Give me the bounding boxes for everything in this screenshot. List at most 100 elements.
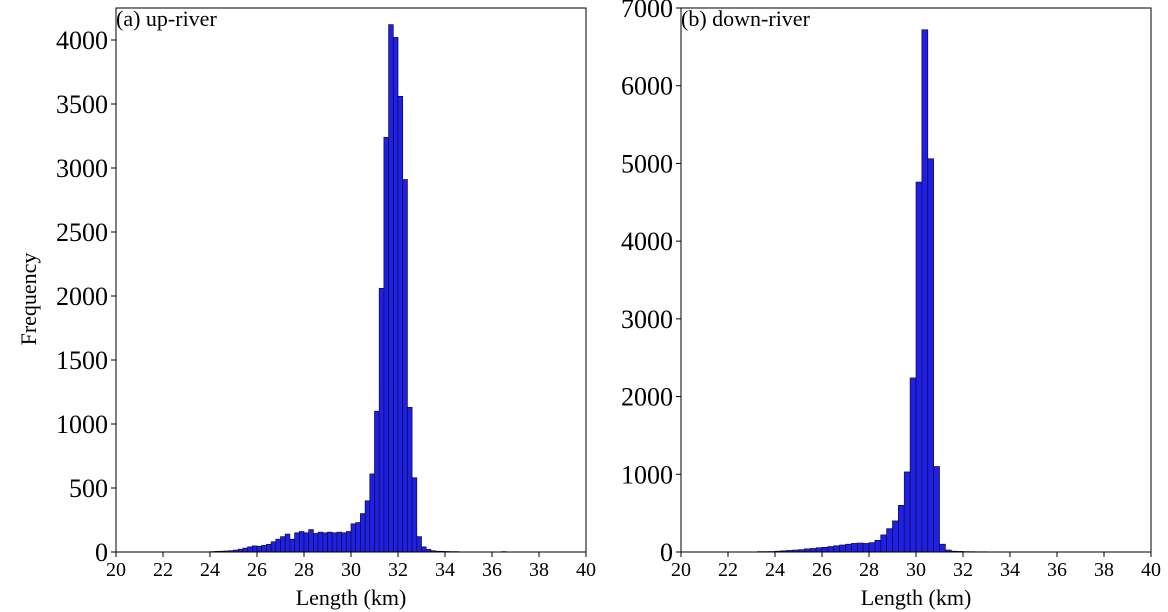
- histogram-bar: [313, 533, 319, 553]
- y-tick-label: 3000: [621, 305, 673, 334]
- x-tick-label: 40: [1141, 559, 1161, 581]
- histogram-bar: [388, 24, 394, 553]
- histogram-bar: [880, 534, 887, 553]
- histogram-bar: [355, 522, 361, 553]
- y-tick-label: 1000: [621, 460, 673, 489]
- plot-frame: [115, 7, 587, 553]
- histogram-bar: [374, 410, 380, 553]
- histogram-bar: [915, 181, 923, 553]
- x-tick-label: 30: [906, 559, 926, 581]
- plot-frame: [680, 7, 1152, 553]
- histogram-bar: [892, 520, 899, 553]
- histogram-bar: [411, 477, 418, 553]
- histogram-bar: [251, 545, 258, 553]
- y-tick-label: 6000: [621, 72, 673, 101]
- bar-group: [209, 24, 507, 553]
- histogram-bar: [416, 536, 422, 553]
- x-tick-label: 22: [153, 559, 173, 581]
- histogram-bar: [298, 531, 305, 553]
- x-tick-label: 36: [482, 559, 502, 581]
- histogram-bar: [280, 536, 286, 553]
- histogram-bar: [364, 500, 371, 553]
- x-axis-label: Length (km): [296, 585, 407, 610]
- histogram-bar: [874, 539, 882, 553]
- histogram-bar: [903, 471, 911, 553]
- x-tick-label: 22: [718, 559, 738, 581]
- y-tick-label: 1500: [56, 346, 108, 375]
- histogram-bar: [345, 531, 352, 553]
- histogram-bar: [284, 533, 291, 553]
- histogram-bar: [809, 548, 817, 553]
- histogram-bar: [921, 29, 929, 553]
- x-tick-label: 38: [1094, 559, 1114, 581]
- histogram-bar: [369, 473, 375, 553]
- histogram-bar: [851, 543, 858, 553]
- histogram-bar: [856, 542, 864, 553]
- y-tick-label: 7000: [621, 0, 673, 23]
- x-tick-label: 26: [247, 559, 267, 581]
- y-tick-label: 3500: [56, 90, 108, 119]
- histogram-bar: [833, 545, 840, 553]
- histogram-bar: [939, 543, 946, 553]
- x-tick-label: 38: [529, 559, 549, 581]
- histogram-bar: [927, 158, 934, 553]
- x-tick-label: 28: [294, 559, 314, 581]
- histogram-bar: [397, 95, 404, 553]
- histogram-bar: [350, 523, 357, 553]
- histogram-bar: [821, 546, 829, 553]
- y-tick-label: 3000: [56, 154, 108, 183]
- histogram-bar: [383, 136, 389, 553]
- histogram-bar: [909, 377, 917, 553]
- histogram-bar: [933, 466, 940, 553]
- x-tick-label: 28: [859, 559, 879, 581]
- x-tick-label: 24: [765, 559, 785, 581]
- histogram-bar: [294, 532, 300, 553]
- histogram-bar: [256, 545, 263, 553]
- y-tick-label: 4000: [621, 227, 673, 256]
- histogram-bar: [275, 538, 281, 553]
- histogram-bar: [392, 37, 399, 553]
- histogram-bar: [360, 513, 366, 553]
- histogram-bar: [868, 542, 876, 553]
- histogram-bar: [378, 287, 385, 553]
- tick-group: 20 22 24 26 28 30 32 34 36 38 40 0 1000 2000 3000 4000 5…: [621, 0, 1161, 581]
- x-tick-label: 20: [106, 559, 126, 581]
- y-axis-label: Frequency: [16, 253, 41, 346]
- y-tick-label: 2500: [56, 218, 108, 247]
- histogram-bar: [815, 547, 823, 553]
- histogram-bar: [839, 544, 846, 553]
- x-tick-label: 40: [576, 559, 596, 581]
- x-axis-label: Length (km): [861, 585, 972, 610]
- y-tick-label: 0: [95, 538, 108, 567]
- histogram-bar: [327, 531, 333, 553]
- x-tick-label: 36: [1047, 559, 1067, 581]
- histogram-bar: [402, 179, 408, 553]
- histogram-bar: [886, 528, 893, 553]
- histogram-bar: [266, 543, 272, 553]
- x-tick-label: 30: [341, 559, 361, 581]
- histogram-bar: [261, 544, 267, 553]
- x-tick-label: 20: [671, 559, 691, 581]
- histogram-bar: [827, 546, 835, 553]
- tick-group: 20 22 24 26 28 30 32 34 36 38 40 0 500 1000 1500 2000 25…: [56, 26, 596, 581]
- x-tick-label: 32: [388, 559, 408, 581]
- histogram-bar: [336, 531, 342, 553]
- histogram-bar: [322, 532, 328, 553]
- y-tick-label: 0: [660, 538, 673, 567]
- histogram-bar: [898, 505, 905, 553]
- x-tick-label: 26: [812, 559, 832, 581]
- histogram-bar: [845, 543, 852, 553]
- x-tick-label: 32: [953, 559, 973, 581]
- y-tick-label: 1000: [56, 410, 108, 439]
- histogram-bar: [317, 531, 324, 553]
- histogram-bar: [421, 546, 427, 553]
- histogram-bar: [247, 546, 253, 553]
- panel-title: (a) up-river: [116, 6, 217, 31]
- bar-group: [757, 29, 987, 553]
- y-tick-label: 500: [69, 474, 108, 503]
- x-tick-label: 34: [435, 559, 455, 581]
- histogram-bar: [289, 538, 295, 553]
- histogram-bar: [331, 532, 338, 553]
- histogram-bar: [303, 532, 310, 553]
